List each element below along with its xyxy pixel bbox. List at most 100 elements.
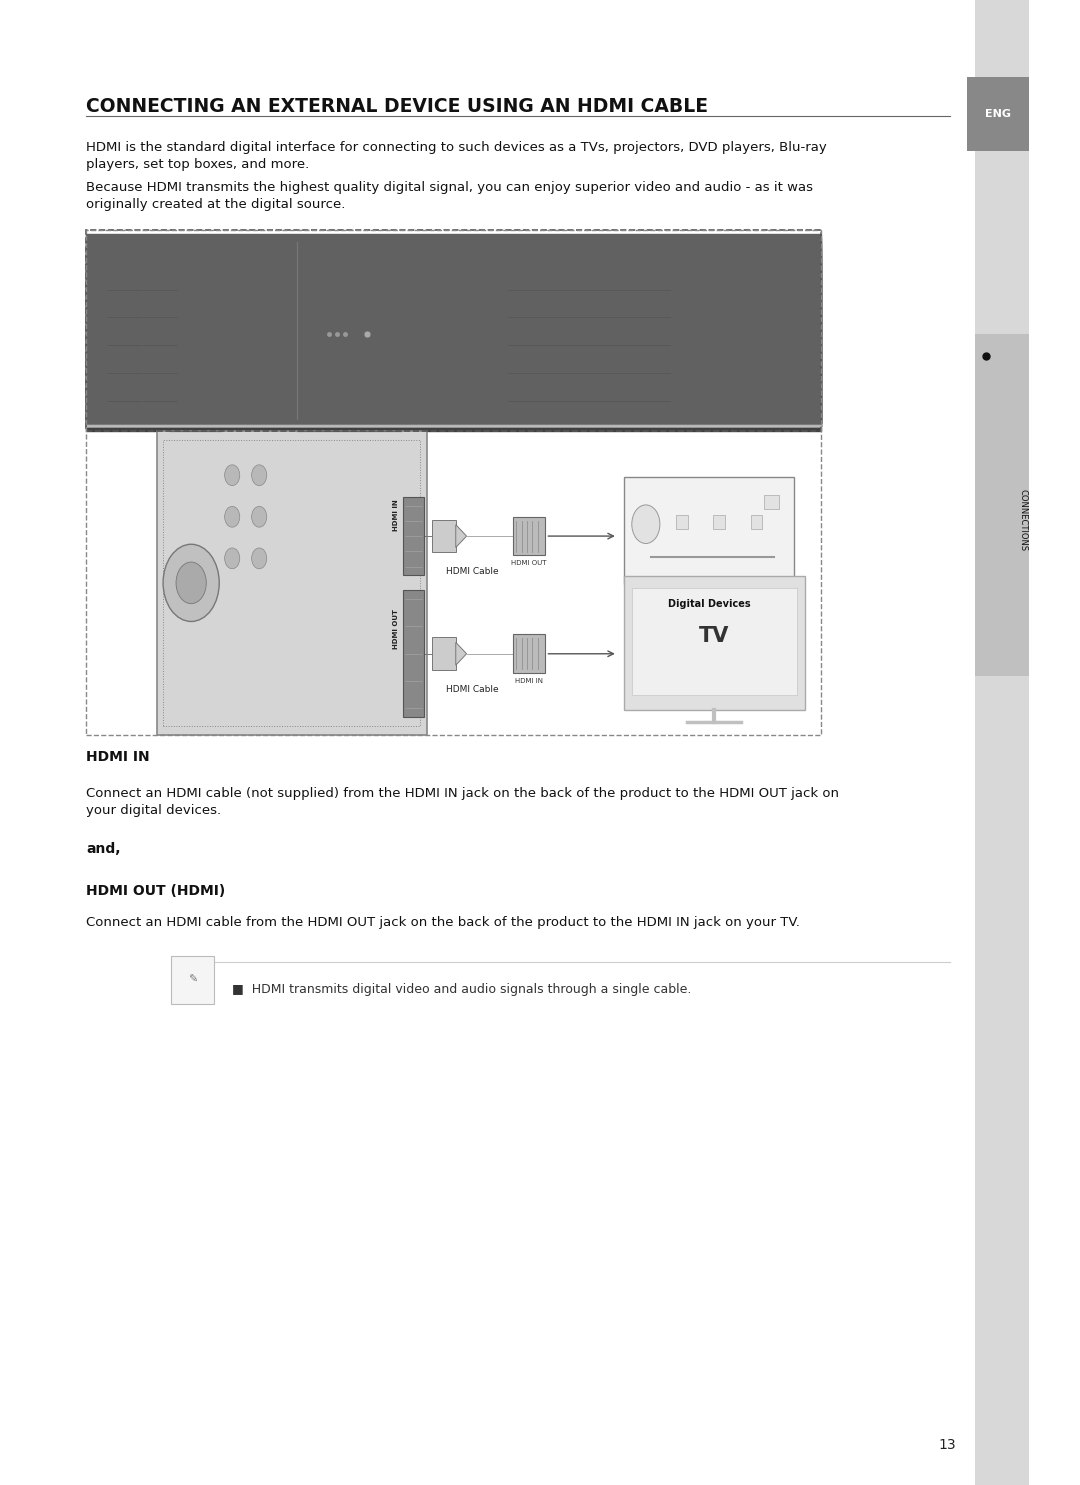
Text: CONNECTIONS: CONNECTIONS [1018, 489, 1027, 551]
Bar [86, 306, 821, 425]
Circle shape [252, 506, 267, 527]
Circle shape [163, 545, 219, 621]
Circle shape [632, 505, 660, 544]
Bar [403, 496, 424, 576]
Bar [624, 576, 805, 710]
Circle shape [225, 506, 240, 527]
Bar [86, 270, 821, 423]
Bar [86, 278, 821, 423]
Bar [634, 584, 653, 594]
Bar [975, 334, 1029, 676]
Bar [86, 346, 821, 425]
Bar [713, 515, 726, 529]
Circle shape [225, 465, 240, 486]
Text: Connect an HDMI cable from the HDMI OUT jack on the back of the product to the H: Connect an HDMI cable from the HDMI OUT … [86, 916, 800, 930]
Bar [975, 0, 1029, 1485]
Bar [86, 315, 821, 425]
Bar [86, 350, 821, 425]
Bar [86, 327, 821, 425]
Bar [86, 291, 821, 423]
Bar [86, 402, 821, 426]
Bar [86, 423, 821, 426]
Text: HDMI Cable: HDMI Cable [446, 685, 499, 693]
Bar [86, 331, 821, 425]
Bar [86, 298, 821, 425]
Bar [86, 411, 821, 426]
Text: HDMI is the standard digital interface for connecting to such devices as a TVs, : HDMI is the standard digital interface f… [86, 141, 827, 171]
Bar [632, 588, 797, 695]
Bar [86, 362, 821, 425]
Text: ✎: ✎ [188, 976, 197, 985]
Bar [86, 383, 821, 426]
Text: ENG: ENG [985, 110, 1011, 119]
Bar [513, 634, 545, 673]
Circle shape [225, 548, 240, 569]
Bar [86, 371, 821, 425]
Text: TV: TV [699, 625, 730, 646]
Bar [86, 303, 821, 425]
Bar [171, 956, 214, 1004]
Bar [86, 254, 821, 423]
Bar [765, 584, 784, 594]
Text: Digital Devices: Digital Devices [667, 598, 751, 609]
Bar [86, 247, 821, 423]
Bar [86, 355, 821, 425]
Bar [86, 266, 821, 423]
Bar [432, 637, 456, 670]
Bar [86, 294, 821, 423]
Bar [86, 407, 821, 426]
Bar [86, 367, 821, 425]
Bar [86, 343, 821, 425]
Bar [86, 235, 821, 423]
Bar [86, 238, 821, 423]
Text: 13: 13 [939, 1439, 956, 1452]
Polygon shape [456, 643, 467, 665]
Bar [86, 398, 821, 426]
Text: ■  HDMI transmits digital video and audio signals through a single cable.: ■ HDMI transmits digital video and audio… [232, 983, 691, 996]
Bar [86, 391, 821, 426]
Bar [967, 77, 1029, 151]
Text: Connect an HDMI cable (not supplied) from the HDMI IN jack on the back of the pr: Connect an HDMI cable (not supplied) fro… [86, 787, 839, 817]
Bar [86, 374, 821, 426]
Bar [86, 275, 821, 423]
Bar [86, 263, 821, 423]
Bar [86, 249, 821, 423]
Bar [676, 515, 688, 529]
Bar [86, 287, 821, 423]
Text: HDMI OUT: HDMI OUT [393, 609, 400, 649]
Bar [86, 334, 821, 425]
Bar [86, 242, 821, 423]
Bar [86, 419, 821, 426]
Text: HDMI IN: HDMI IN [393, 499, 400, 530]
Bar [86, 426, 821, 431]
Bar [86, 282, 821, 423]
Text: CONNECTING AN EXTERNAL DEVICE USING AN HDMI CABLE: CONNECTING AN EXTERNAL DEVICE USING AN H… [86, 97, 708, 116]
Bar [86, 414, 821, 426]
Circle shape [176, 563, 206, 603]
Bar [86, 258, 821, 423]
Text: and,: and, [86, 842, 121, 855]
Bar [403, 591, 424, 717]
Bar [86, 318, 821, 425]
Text: HDMI Cable: HDMI Cable [446, 567, 499, 576]
Bar [86, 386, 821, 426]
Bar [86, 358, 821, 425]
Bar [86, 379, 821, 426]
Text: HDMI IN: HDMI IN [515, 677, 543, 683]
Text: Because HDMI transmits the highest quality digital signal, you can enjoy superio: Because HDMI transmits the highest quali… [86, 181, 813, 211]
Bar [86, 310, 821, 425]
Bar [163, 440, 420, 726]
Polygon shape [456, 524, 467, 548]
Bar [86, 230, 821, 735]
Bar [86, 339, 821, 425]
Text: HDMI OUT: HDMI OUT [512, 560, 546, 566]
Bar [624, 477, 794, 584]
Bar [86, 230, 821, 431]
Bar [86, 322, 821, 425]
Text: HDMI OUT (HDMI): HDMI OUT (HDMI) [86, 884, 226, 897]
Bar [432, 520, 456, 552]
Circle shape [252, 465, 267, 486]
Text: HDMI IN: HDMI IN [86, 750, 150, 763]
Bar [513, 517, 545, 555]
Circle shape [252, 548, 267, 569]
